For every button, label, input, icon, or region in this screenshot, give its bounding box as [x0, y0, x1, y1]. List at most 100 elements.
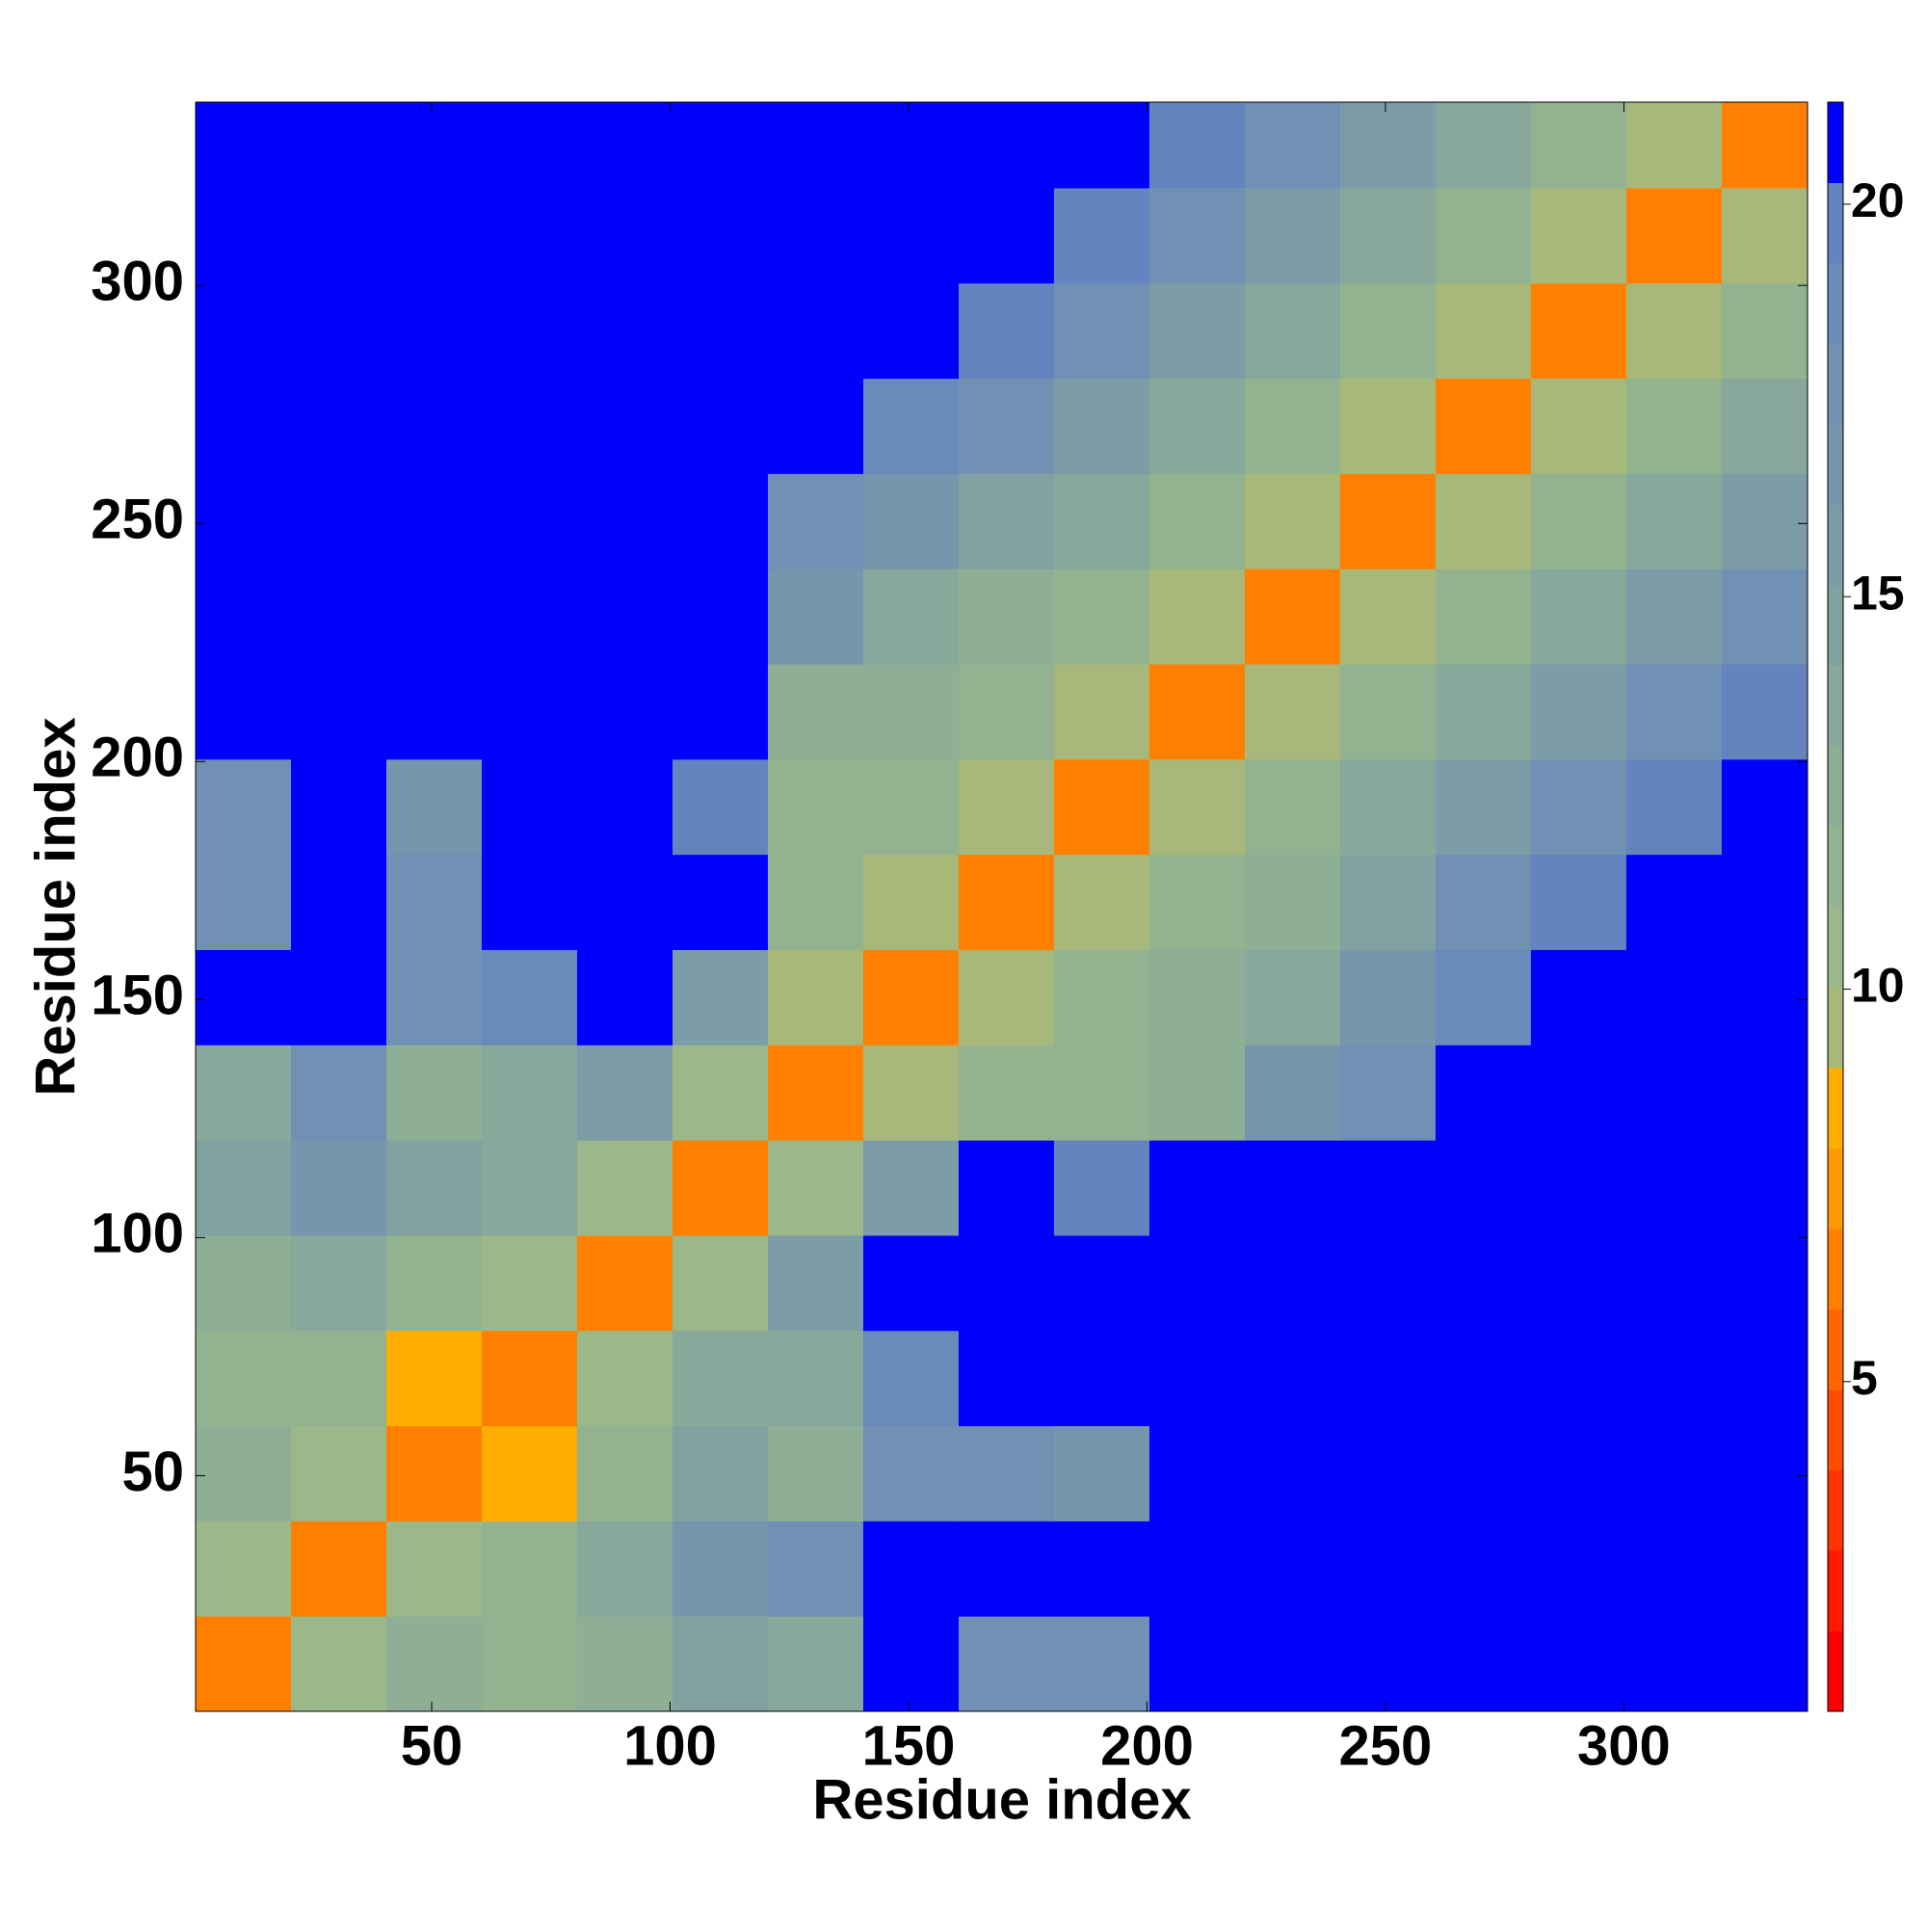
y-tick-label: 300 [91, 251, 184, 313]
heatmap-cell [672, 1140, 769, 1236]
heatmap-cell [1244, 758, 1341, 856]
plot-frame [195, 101, 1808, 1712]
heatmap-cell [767, 1616, 864, 1712]
heatmap-cell [481, 1045, 578, 1141]
colorbar-band [1828, 987, 1843, 1069]
heatmap-cell [1435, 378, 1532, 474]
heatmap-cell [1721, 569, 1808, 665]
heatmap-cell [1530, 1330, 1627, 1427]
heatmap-cell [1244, 854, 1341, 950]
heatmap-cell [862, 758, 960, 856]
heatmap-cell [385, 1425, 483, 1522]
heatmap-cell [767, 473, 864, 569]
heatmap-cell [1530, 473, 1627, 569]
colorbar-band [1828, 907, 1843, 988]
x-tick-label: 300 [1577, 1714, 1671, 1777]
heatmap-cell [1721, 1234, 1808, 1332]
heatmap-cell [1148, 664, 1246, 760]
heatmap-cell [290, 1140, 387, 1236]
colorbar-band [1828, 1469, 1843, 1551]
heatmap-cell [385, 1330, 483, 1427]
heatmap-cell [1435, 473, 1532, 569]
heatmap-cell [385, 1616, 483, 1712]
heatmap-cell [1435, 1521, 1532, 1617]
colorbar-band [1828, 1550, 1843, 1631]
heatmap-cell [1530, 569, 1627, 665]
heatmap-cell [958, 1521, 1055, 1617]
heatmap-cell [196, 1140, 292, 1236]
y-axis-title: Residue index [24, 717, 87, 1096]
heatmap-cell [1053, 1425, 1150, 1522]
heatmap-cell [576, 102, 673, 189]
colorbar-tick-label: 5 [1851, 1351, 1878, 1405]
heatmap-cell [576, 1330, 673, 1427]
colorbar-band [1828, 585, 1843, 666]
heatmap-cell [1244, 102, 1341, 189]
heatmap-cell [1053, 473, 1150, 569]
heatmap-cell [1625, 473, 1723, 569]
colorbar-frame [1827, 101, 1844, 1712]
heatmap-cell [481, 1234, 578, 1332]
heatmap-cell [1053, 102, 1150, 189]
heatmap-cell [1148, 1045, 1246, 1141]
heatmap-cell [1625, 102, 1723, 189]
heatmap-cell [767, 1140, 864, 1236]
heatmap-cell [1053, 949, 1150, 1045]
heatmap-cell [1721, 664, 1808, 760]
heatmap-cell [1339, 1425, 1437, 1522]
colorbar-band [1828, 504, 1843, 586]
heatmap-cell [672, 1045, 769, 1141]
heatmap-cell [290, 1330, 387, 1427]
heatmap-cell [1244, 1330, 1341, 1427]
heatmap-cell [1530, 664, 1627, 760]
heatmap-cell [672, 473, 769, 569]
heatmap-cell [1148, 1140, 1246, 1236]
heatmap-cell [1721, 102, 1808, 189]
heatmap-cell [1148, 378, 1246, 474]
x-tick-label: 50 [401, 1714, 463, 1777]
heatmap-cell [481, 378, 578, 474]
heatmap-cell [576, 949, 673, 1045]
heatmap-cell [1244, 1425, 1341, 1522]
heatmap-cell [1625, 664, 1723, 760]
heatmap-cell [290, 949, 387, 1045]
heatmap-cell [385, 378, 483, 474]
heatmap-cell [1721, 1330, 1808, 1427]
heatmap-cell [767, 282, 864, 380]
heatmap-cell [1244, 1045, 1341, 1141]
heatmap-cell [1244, 187, 1341, 284]
heatmap-cell [958, 854, 1055, 950]
heatmap-cell [1625, 1616, 1723, 1712]
heatmap-cell [1435, 664, 1532, 760]
heatmap-cell [862, 1140, 960, 1236]
heatmap-cell [767, 378, 864, 474]
heatmap-cell [481, 758, 578, 856]
heatmap-cell [862, 1521, 960, 1617]
heatmap-cell [1053, 1045, 1150, 1141]
heatmap-cell [290, 187, 387, 284]
heatmap-cell [1625, 378, 1723, 474]
heatmap-cell [1339, 569, 1437, 665]
heatmap-cell [196, 282, 292, 380]
heatmap-cell [290, 1234, 387, 1332]
heatmap-cell [1435, 854, 1532, 950]
heatmap-cell [1721, 187, 1808, 284]
heatmap-cell [290, 664, 387, 760]
x-axis-title: Residue index [812, 1768, 1191, 1831]
y-tick-label: 250 [91, 489, 184, 551]
heatmap-cell [481, 664, 578, 760]
heatmap-cell [196, 1521, 292, 1617]
heatmap-cell [767, 569, 864, 665]
heatmap-cell [1435, 282, 1532, 380]
heatmap-cell [385, 1521, 483, 1617]
heatmap-cell [576, 1234, 673, 1332]
heatmap-cell [196, 1616, 292, 1712]
heatmap-cell [481, 102, 578, 189]
colorbar-band [1828, 1068, 1843, 1149]
heatmap-cell [196, 949, 292, 1045]
heatmap-cell [862, 949, 960, 1045]
heatmap-cell [1530, 282, 1627, 380]
heatmap-cell [1053, 758, 1150, 856]
heatmap-cell [672, 378, 769, 474]
